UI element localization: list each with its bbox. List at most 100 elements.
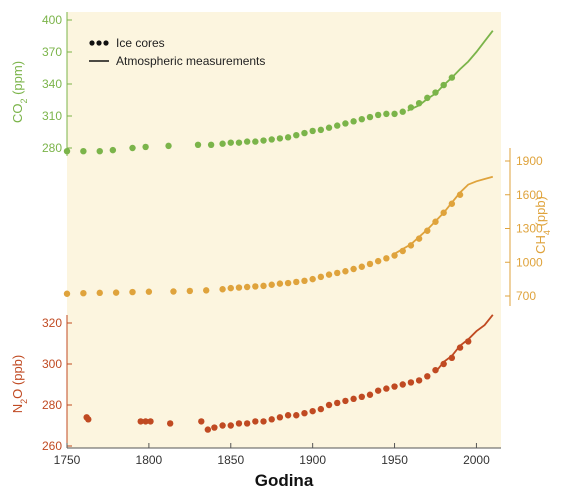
ch4-ice-core-point <box>350 265 357 273</box>
ch4-ice-core-point <box>235 284 243 291</box>
co2-ice-core-point <box>350 118 357 125</box>
ch4-ice-core-point <box>309 275 316 283</box>
n2o-ice-core-point <box>204 426 212 433</box>
co2-ice-core-point <box>309 127 316 135</box>
ch4-ice-core-point <box>170 288 177 295</box>
n2o-axis: 260 280 300 320 <box>42 315 72 453</box>
n2o-ice-core-point <box>374 387 382 394</box>
n2o-measured-line <box>434 314 494 373</box>
co2-tick-label: 310 <box>42 109 62 123</box>
co2-ice-core-point <box>260 137 267 144</box>
ch4-measured-line <box>394 175 494 255</box>
ch4-ice-core-point <box>268 281 275 288</box>
n2o-tick-label: 300 <box>42 357 62 371</box>
co2-ice-core-point <box>334 122 341 129</box>
n2o-ice-core-point <box>342 397 349 405</box>
ch4-ice-core-point <box>145 288 153 295</box>
n2o-ice-core-point <box>415 377 423 384</box>
ch4-tick-label: 1000 <box>516 255 543 269</box>
co2-ice-core-point <box>165 142 172 150</box>
co2-ice-core-point <box>235 139 243 146</box>
legend-dot-marker <box>103 40 109 46</box>
ch4-ice-core-point <box>112 289 120 296</box>
ch4-ice-core-point <box>301 277 308 285</box>
ch4-ice-core-point <box>374 257 382 265</box>
x-tick-label: 1850 <box>217 453 244 467</box>
n2o-ice-core-point <box>301 410 308 417</box>
ch4-ice-core-point <box>243 283 251 291</box>
x-tick-label: 1750 <box>54 453 81 467</box>
n2o-ice-core-point <box>276 414 284 421</box>
co2-ice-core-point <box>268 136 275 143</box>
n2o-ice-core-point <box>334 399 341 407</box>
co2-ice-core-point <box>194 141 202 148</box>
ch4-ice-core-point <box>293 278 300 286</box>
legend-dot-marker <box>89 40 95 46</box>
n2o-ice-core-point <box>268 416 275 423</box>
ch4-ice-core-point <box>276 280 284 287</box>
x-tick-label: 2000 <box>463 453 490 467</box>
x-tick-label: 1800 <box>136 453 163 467</box>
co2-ice-core-point <box>301 129 308 137</box>
n2o-ice-core-point <box>309 407 316 415</box>
co2-tick-label: 340 <box>42 77 62 91</box>
co2-tick-label: 400 <box>42 13 62 27</box>
n2o-ice-core-point <box>293 412 300 419</box>
series-layer <box>63 30 494 433</box>
n2o-ice-core-point <box>440 360 447 368</box>
ch4-tick-label: 700 <box>516 289 536 303</box>
n2o-ice-core-point <box>399 381 406 388</box>
ch4-ice-core-point <box>96 289 103 297</box>
ch4-ice-core-point <box>80 289 87 297</box>
co2-ice-core-point <box>391 110 398 118</box>
n2o-ice-core-point <box>260 418 267 425</box>
n2o-ice-core-point <box>243 420 251 427</box>
ch4-ice-core-point <box>325 271 333 278</box>
n2o-tick-label: 320 <box>42 316 62 330</box>
n2o-ice-core-point <box>432 366 439 374</box>
co2-ice-core-point <box>63 148 71 155</box>
co2-series <box>63 30 494 155</box>
co2-ice-core-point <box>207 141 215 148</box>
co2-ice-core-point <box>129 144 136 152</box>
legend: Ice cores Atmospheric measurements <box>89 36 265 68</box>
ch4-ice-core-point <box>391 252 398 259</box>
n2o-tick-label: 280 <box>42 398 62 412</box>
ch4-series <box>63 175 494 297</box>
ch4-ice-core-point <box>342 268 349 275</box>
ch4-ice-core-point <box>227 284 234 292</box>
ch4-ice-core-point <box>186 287 194 295</box>
co2-ice-core-point <box>142 143 149 151</box>
co2-ice-core-point <box>109 146 117 154</box>
ch4-tick-label: 1300 <box>516 222 543 236</box>
legend-dot-marker <box>96 40 102 46</box>
plot-background <box>67 12 501 448</box>
n2o-ice-core-point <box>142 418 149 425</box>
co2-ice-core-point <box>366 113 374 121</box>
co2-ice-core-point <box>96 148 103 155</box>
x-axis-title: Godina <box>255 471 314 490</box>
legend-label-ice-cores: Ice cores <box>116 36 165 50</box>
co2-ice-core-point <box>252 138 259 145</box>
x-tick-label: 1900 <box>299 453 326 467</box>
co2-ice-core-point <box>276 135 284 142</box>
ch4-ice-core-point <box>260 282 267 290</box>
n2o-ice-core-point <box>325 401 333 409</box>
ch4-ice-core-point <box>317 273 325 281</box>
n2o-ice-core-point <box>166 420 174 427</box>
ch4-ice-core-point <box>129 288 136 296</box>
co2-ice-core-point <box>358 116 365 123</box>
co2-ice-core-point <box>284 134 292 141</box>
co2-axis-title: CO2 (ppm) <box>10 61 29 123</box>
n2o-ice-core-point <box>317 405 325 413</box>
n2o-ice-core-point <box>358 393 365 400</box>
co2-ice-core-point <box>383 110 390 118</box>
co2-tick-label: 370 <box>42 45 62 59</box>
ch4-ice-core-point <box>284 279 292 287</box>
co2-ice-core-point <box>325 124 333 131</box>
n2o-ice-core-point <box>235 420 243 427</box>
ch4-ice-core-point <box>358 263 365 270</box>
n2o-tick-label: 260 <box>42 439 62 453</box>
n2o-series <box>83 314 494 433</box>
